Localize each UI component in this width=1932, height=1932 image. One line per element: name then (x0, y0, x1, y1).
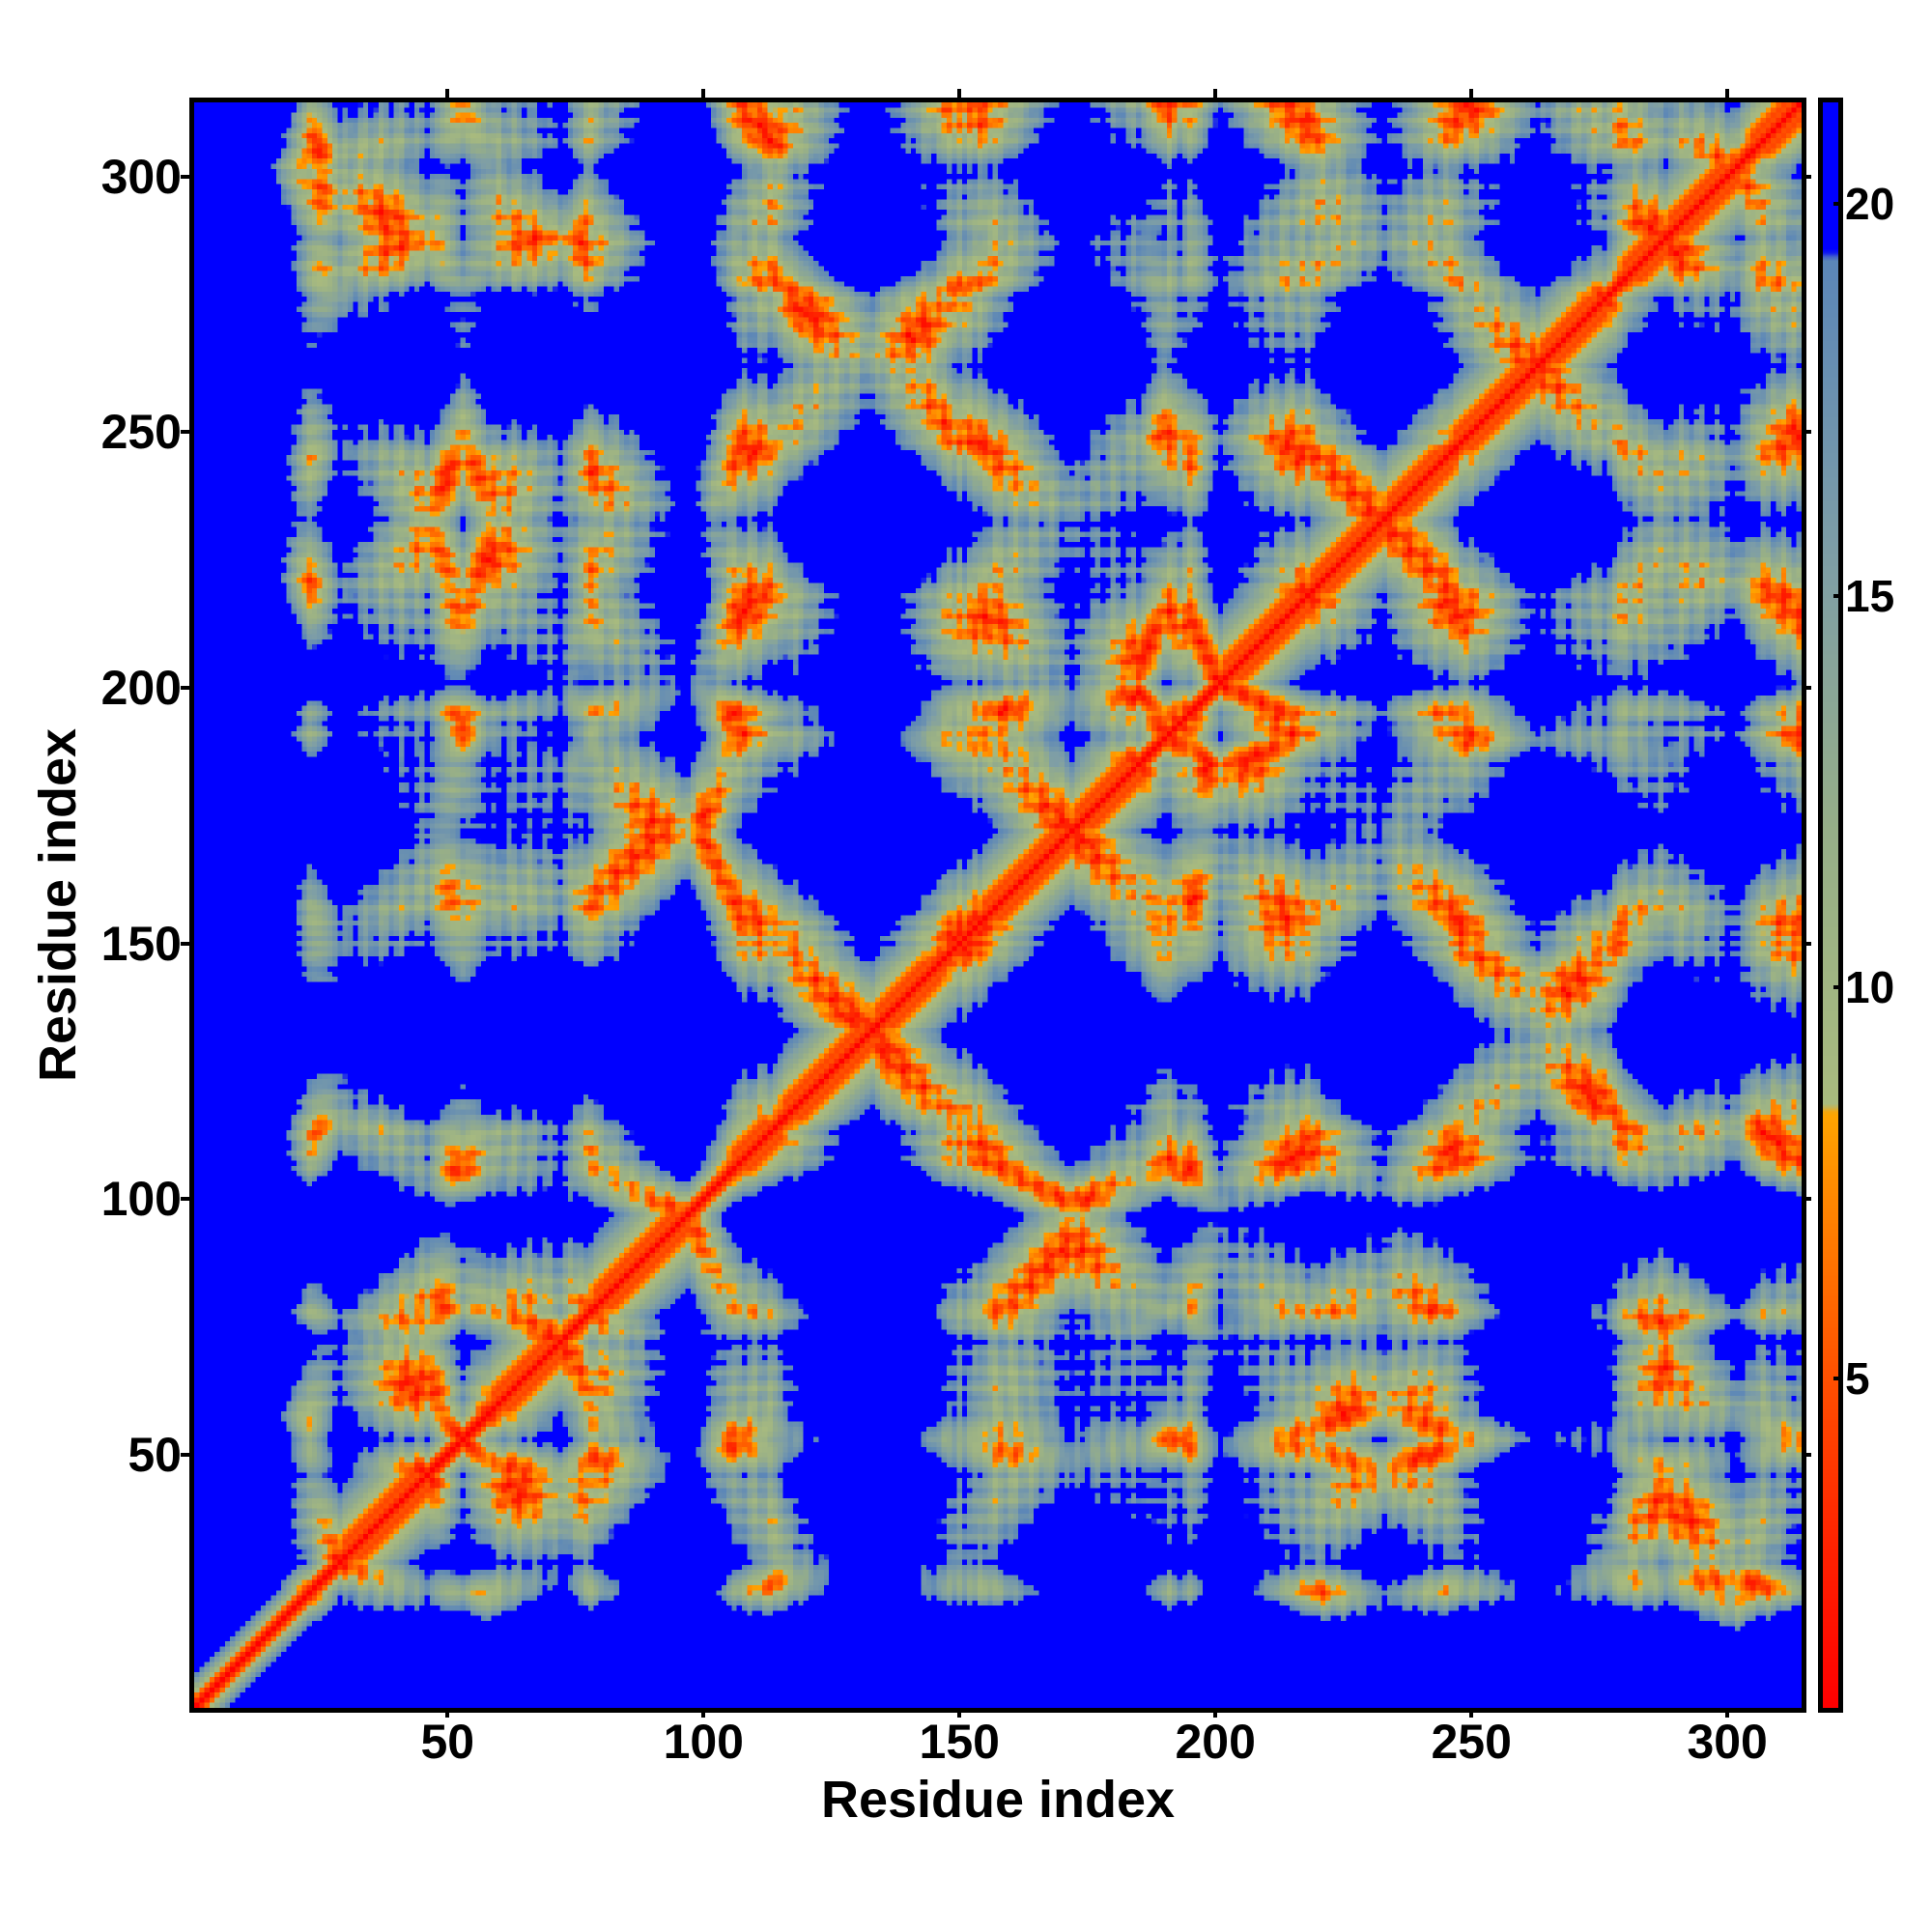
y-tick-right (1802, 1197, 1811, 1202)
x-tick-top (445, 89, 450, 99)
colorbar-tick-label: 20 (1845, 179, 1895, 230)
y-tick-left (181, 430, 190, 435)
x-tick-top (1213, 89, 1218, 99)
x-tick-label: 150 (919, 1715, 1000, 1769)
y-tick-right (1802, 941, 1811, 946)
colorbar (1818, 98, 1843, 1713)
colorbar-tick (1833, 1377, 1843, 1381)
x-tick-bottom (701, 1708, 706, 1718)
x-tick-label: 250 (1431, 1715, 1512, 1769)
y-tick-right (1802, 174, 1811, 179)
x-tick-top (1469, 89, 1474, 99)
y-tick-label: 150 (100, 916, 182, 971)
y-tick-label: 50 (128, 1427, 182, 1482)
colorbar-tick (1833, 202, 1843, 207)
x-axis-title: Residue index (820, 1771, 1176, 1829)
y-tick-left (181, 1197, 190, 1202)
y-tick-left (181, 686, 190, 691)
colorbar-tick (1833, 985, 1843, 990)
plot-area (189, 98, 1806, 1713)
y-tick-left (181, 941, 190, 946)
x-tick-bottom (445, 1708, 450, 1718)
y-tick-label: 200 (100, 661, 182, 716)
colorbar-tick (1833, 593, 1843, 598)
y-tick-right (1802, 686, 1811, 691)
y-axis-title: Residue index (29, 727, 87, 1083)
y-tick-label: 250 (100, 405, 182, 460)
distance-heatmap (194, 102, 1802, 1708)
y-tick-right (1802, 430, 1811, 435)
colorbar-tick-label: 5 (1845, 1353, 1870, 1405)
colorbar-tick-label: 10 (1845, 962, 1895, 1013)
y-tick-label: 300 (100, 149, 182, 204)
x-tick-label: 300 (1687, 1715, 1768, 1769)
colorbar-tick-label: 15 (1845, 570, 1895, 621)
y-tick-left (181, 174, 190, 179)
y-tick-left (181, 1452, 190, 1457)
x-tick-label: 200 (1175, 1715, 1256, 1769)
colorbar-gradient (1823, 102, 1838, 1708)
x-tick-bottom (1469, 1708, 1474, 1718)
y-tick-right (1802, 1452, 1811, 1457)
x-tick-label: 100 (663, 1715, 744, 1769)
x-tick-bottom (1725, 1708, 1730, 1718)
x-tick-top (1725, 89, 1730, 99)
x-tick-top (701, 89, 706, 99)
x-tick-top (957, 89, 962, 99)
x-tick-label: 50 (420, 1715, 475, 1769)
x-tick-bottom (957, 1708, 962, 1718)
x-tick-bottom (1213, 1708, 1218, 1718)
y-tick-label: 100 (100, 1172, 182, 1227)
